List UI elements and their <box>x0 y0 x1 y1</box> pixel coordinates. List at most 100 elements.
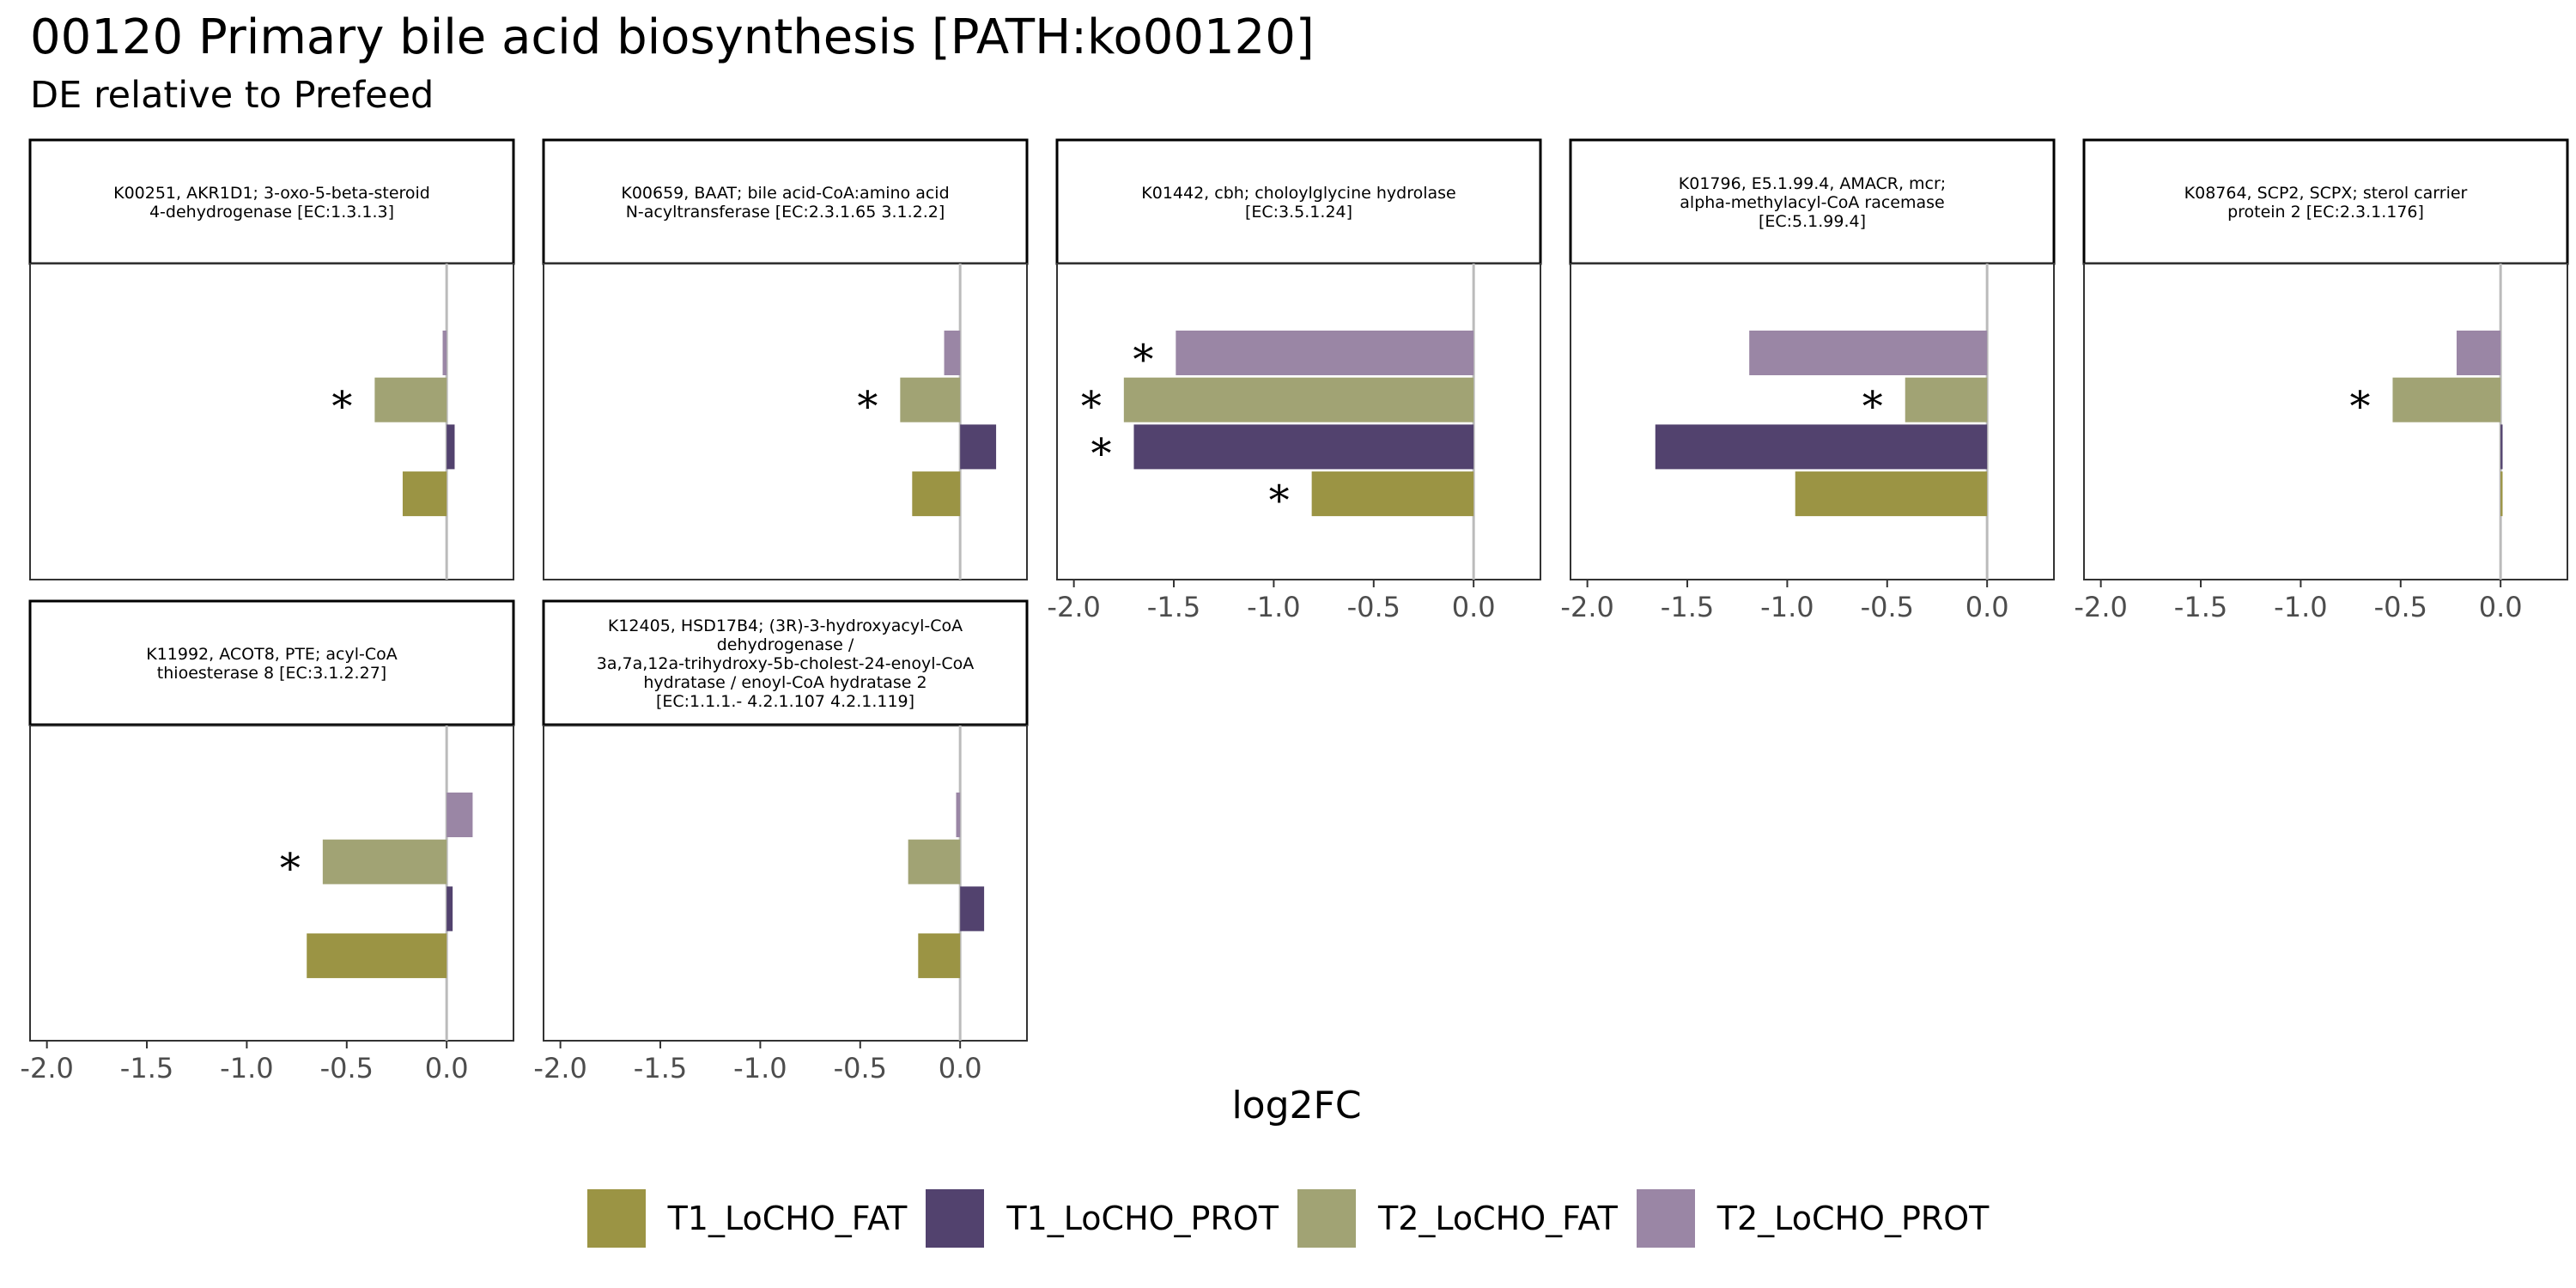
facet-strip-text: protein 2 [EC:2.3.1.176] <box>2227 203 2424 222</box>
legend-item: T2_LoCHO_FAT <box>1297 1189 1618 1248</box>
x-tick-label: -1.0 <box>1247 591 1300 623</box>
x-tick-label: -2.0 <box>1560 591 1613 623</box>
significance-marker: * <box>331 383 352 431</box>
facet-strip-text: thioesterase 8 [EC:3.1.2.27] <box>157 664 386 683</box>
legend: T1_LoCHO_FAT T1_LoCHO_PROT T2_LoCHO_FAT T2_… <box>0 1189 2576 1248</box>
chart-title: 00120 Primary bile acid biosynthesis [PA… <box>30 9 1315 65</box>
x-tick-label: -0.5 <box>320 1052 374 1084</box>
significance-marker: * <box>1081 383 1102 431</box>
bar-t2-locho-fat <box>2392 377 2501 422</box>
facet-strip-text: 4-dehydrogenase [EC:1.3.1.3] <box>149 203 394 222</box>
x-tick-label: -2.0 <box>533 1052 586 1084</box>
bar-t2-locho-fat <box>900 377 961 422</box>
facet-strip-text: K01796, E5.1.99.4, AMACR, mcr; <box>1679 174 1946 193</box>
facet-strip <box>542 599 1029 726</box>
bar-t1-locho-fat <box>918 933 961 979</box>
significance-marker: * <box>1269 477 1290 525</box>
x-tick-label: -1.0 <box>220 1052 273 1084</box>
legend-item: T1_LoCHO_FAT <box>586 1189 908 1248</box>
bar-t2-locho-prot <box>1749 331 1988 375</box>
x-tick-label: -1.0 <box>1760 591 1814 623</box>
facet-strip-text: 3a,7a,12a-trihydroxy-5b-cholest-24-enoyl… <box>597 654 975 673</box>
legend-label: T2_LoCHO_PROT <box>1716 1200 1990 1237</box>
x-tick-label: 0.0 <box>2479 591 2523 623</box>
x-tick-label: -1.5 <box>1147 591 1200 623</box>
bar-t1-locho-fat <box>1795 471 1988 517</box>
bar-t1-locho-prot <box>1133 424 1474 470</box>
bar-t1-locho-prot <box>447 424 455 470</box>
legend-item: T1_LoCHO_PROT <box>926 1189 1279 1248</box>
bar-t2-locho-fat <box>322 839 447 884</box>
significance-marker: * <box>1862 383 1883 431</box>
x-tick-label: 0.0 <box>939 1052 982 1084</box>
facet-strip <box>2082 138 2569 265</box>
x-tick-label: -0.5 <box>1347 591 1400 623</box>
legend-label: T1_LoCHO_FAT <box>667 1200 908 1237</box>
facet-panel: K00251, AKR1D1; 3-oxo-5-beta-steroid4-de… <box>28 138 515 580</box>
x-axis-title: log2FC <box>1231 1084 1362 1127</box>
facet-strip-text: K12405, HSD17B4; (3R)-3-hydroxyacyl-CoA <box>608 617 963 635</box>
x-tick-label: -1.5 <box>634 1052 687 1084</box>
bar-t1-locho-fat <box>912 471 961 517</box>
legend-item: T2_LoCHO_PROT <box>1636 1189 1990 1248</box>
facet-strip <box>1055 138 1542 265</box>
facet-strip-text: N-acyltransferase [EC:2.3.1.65 3.1.2.2] <box>626 203 945 222</box>
bar-t2-locho-fat <box>1905 377 1988 422</box>
legend-swatch <box>1636 1189 1695 1248</box>
facet-panel: K12405, HSD17B4; (3R)-3-hydroxyacyl-CoAd… <box>533 599 1029 1084</box>
x-tick-label: -1.0 <box>733 1052 787 1084</box>
facet-strip <box>542 138 1029 265</box>
x-tick-label: -2.0 <box>1047 591 1100 623</box>
facet-strip-text: [EC:5.1.99.4] <box>1759 212 1866 231</box>
legend-swatch <box>926 1189 985 1248</box>
facet-panel: K11992, ACOT8, PTE; acyl-CoAthioesterase… <box>20 599 515 1084</box>
significance-marker: * <box>280 845 301 893</box>
significance-marker: * <box>1091 429 1111 477</box>
facet-strip <box>28 599 515 726</box>
facet-strip-text: [EC:1.1.1.- 4.2.1.107 4.2.1.119] <box>656 692 914 711</box>
x-tick-label: -0.5 <box>1861 591 1914 623</box>
x-tick-label: -1.5 <box>2174 591 2227 623</box>
significance-marker: * <box>2349 383 2370 431</box>
facet-panel: K00659, BAAT; bile acid-CoA:amino acidN-… <box>542 138 1029 580</box>
facet-strip-text: [EC:3.5.1.24] <box>1245 203 1352 222</box>
x-tick-label: -1.5 <box>120 1052 173 1084</box>
x-tick-label: -1.0 <box>2274 591 2327 623</box>
bar-t1-locho-fat <box>402 471 447 517</box>
facet-strip-text: alpha-methylacyl-CoA racemase <box>1680 193 1944 212</box>
bar-t2-locho-prot <box>944 331 961 375</box>
significance-marker: * <box>1133 336 1153 384</box>
legend-swatch <box>1297 1189 1356 1248</box>
bar-t1-locho-fat <box>1311 471 1474 517</box>
bar-t1-locho-prot <box>2500 424 2503 470</box>
facet-strip <box>1569 138 2056 265</box>
chart-subtitle: DE relative to Prefeed <box>30 74 434 117</box>
x-tick-label: -0.5 <box>834 1052 887 1084</box>
bar-t1-locho-prot <box>1655 424 1988 470</box>
bar-t2-locho-prot <box>2456 331 2501 375</box>
legend-label: T1_LoCHO_PROT <box>1006 1200 1279 1237</box>
x-tick-label: -1.5 <box>1661 591 1714 623</box>
facet-strip-text: K00251, AKR1D1; 3-oxo-5-beta-steroid <box>113 184 430 203</box>
facet-strip-text: K01442, cbh; choloylglycine hydrolase <box>1141 184 1455 203</box>
bar-t2-locho-fat <box>374 377 447 422</box>
facet-panel: K01442, cbh; choloylglycine hydrolase[EC… <box>1047 138 1542 623</box>
x-tick-label: -2.0 <box>20 1052 73 1084</box>
bar-t2-locho-prot <box>1176 331 1474 375</box>
bar-t1-locho-prot <box>447 886 453 932</box>
facet-strip-text: K08764, SCP2, SCPX; sterol carrier <box>2184 184 2468 203</box>
facet-strip-text: K11992, ACOT8, PTE; acyl-CoA <box>146 645 398 664</box>
bar-t2-locho-prot <box>447 793 473 837</box>
x-tick-label: -0.5 <box>2374 591 2427 623</box>
bar-t2-locho-fat <box>1123 377 1474 422</box>
x-tick-label: 0.0 <box>425 1052 469 1084</box>
facet-strip-text: hydratase / enoyl-CoA hydratase 2 <box>643 673 927 692</box>
bar-t1-locho-fat <box>2500 471 2503 517</box>
bar-t1-locho-prot <box>960 886 985 932</box>
facet-strip-text: K00659, BAAT; bile acid-CoA:amino acid <box>621 184 949 203</box>
facet-panel: K01796, E5.1.99.4, AMACR, mcr;alpha-meth… <box>1560 138 2056 623</box>
legend-label: T2_LoCHO_FAT <box>1378 1200 1618 1237</box>
bar-t2-locho-prot <box>442 331 447 375</box>
facet-strip-text: dehydrogenase / <box>717 635 854 654</box>
